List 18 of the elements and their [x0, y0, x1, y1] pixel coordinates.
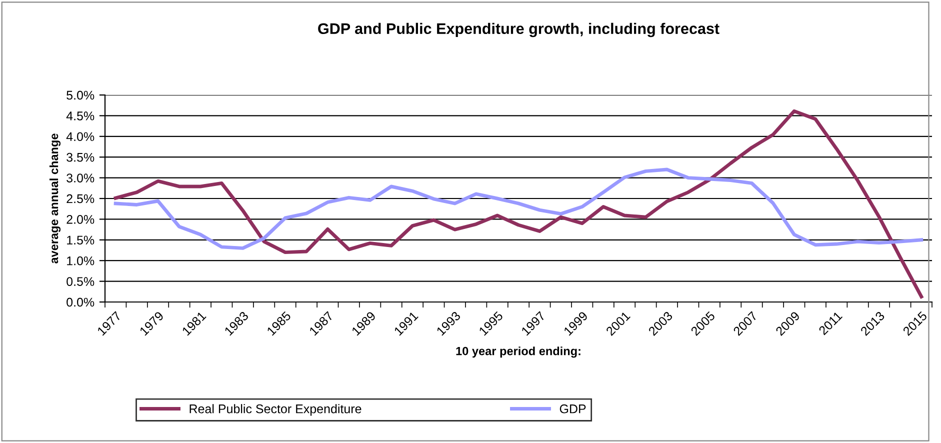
y-tick-label: 5.0%	[66, 90, 94, 100]
y-tick-label: 0.5%	[66, 277, 94, 286]
y-tick-label: 2.0%	[66, 215, 94, 224]
y-axis-title: average annual change	[49, 134, 61, 264]
legend-label: GDP	[560, 404, 586, 414]
legend-label: Real Public Sector Expenditure	[190, 404, 362, 416]
y-tick-label: 2.5%	[66, 194, 94, 204]
y-tick-label: 0.0%	[66, 298, 94, 307]
y-tick-label: 3.5%	[66, 152, 94, 162]
chart-title: GDP and Public Expenditure growth, including forecast	[318, 22, 720, 38]
y-tick-label: 1.5%	[67, 236, 94, 245]
y-tick-label: 4.0%	[66, 132, 94, 142]
line-series	[114, 109, 924, 298]
y-tick-label: 3.0%	[66, 174, 94, 182]
y-tick-label: 4.5%	[66, 112, 94, 120]
x-axis-title: 10 year period ending:	[456, 346, 580, 358]
line-series	[114, 168, 924, 250]
y-tick-label: 1.0%	[67, 256, 94, 266]
